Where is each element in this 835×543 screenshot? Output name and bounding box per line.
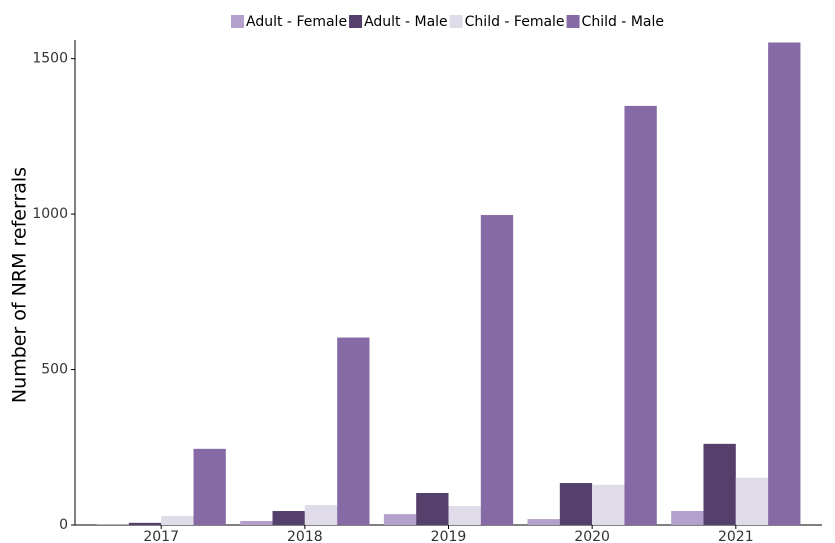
bar <box>448 506 481 525</box>
y-tick-label: 0 <box>59 517 68 533</box>
x-tick-label: 2018 <box>287 529 323 543</box>
bar <box>383 514 417 525</box>
bar <box>527 519 560 525</box>
y-tick-label: 500 <box>41 362 68 378</box>
legend-swatch <box>231 15 245 28</box>
x-tick-label: 2017 <box>143 529 179 543</box>
legend-label: Adult - Male <box>364 14 448 30</box>
bar <box>624 105 657 526</box>
y-tick-label: 1000 <box>32 206 68 222</box>
y-tick-label: 1500 <box>32 51 68 67</box>
bar <box>337 337 370 525</box>
bar <box>703 443 736 525</box>
x-tick-label: 2021 <box>718 529 754 543</box>
bar <box>416 492 449 525</box>
bar <box>193 448 226 525</box>
bar <box>161 515 194 525</box>
legend-label: Adult - Female <box>246 14 347 30</box>
bar <box>592 484 625 525</box>
bar <box>304 505 338 525</box>
legend-swatch <box>349 15 363 28</box>
bar <box>272 511 305 525</box>
bar <box>240 520 273 525</box>
x-tick-label: 2019 <box>431 529 467 543</box>
legend-swatch <box>566 15 580 28</box>
y-axis-label: Number of NRM referrals <box>9 167 31 403</box>
bar <box>768 42 801 525</box>
legend-label: Child - Female <box>465 14 565 30</box>
bar <box>735 477 769 525</box>
bar <box>480 215 514 525</box>
bar <box>671 511 704 525</box>
bar <box>128 522 162 525</box>
legend-swatch <box>449 15 463 28</box>
x-tick-label: 2020 <box>574 529 610 543</box>
legend-label: Child - Male <box>582 14 664 30</box>
bar <box>559 483 593 525</box>
